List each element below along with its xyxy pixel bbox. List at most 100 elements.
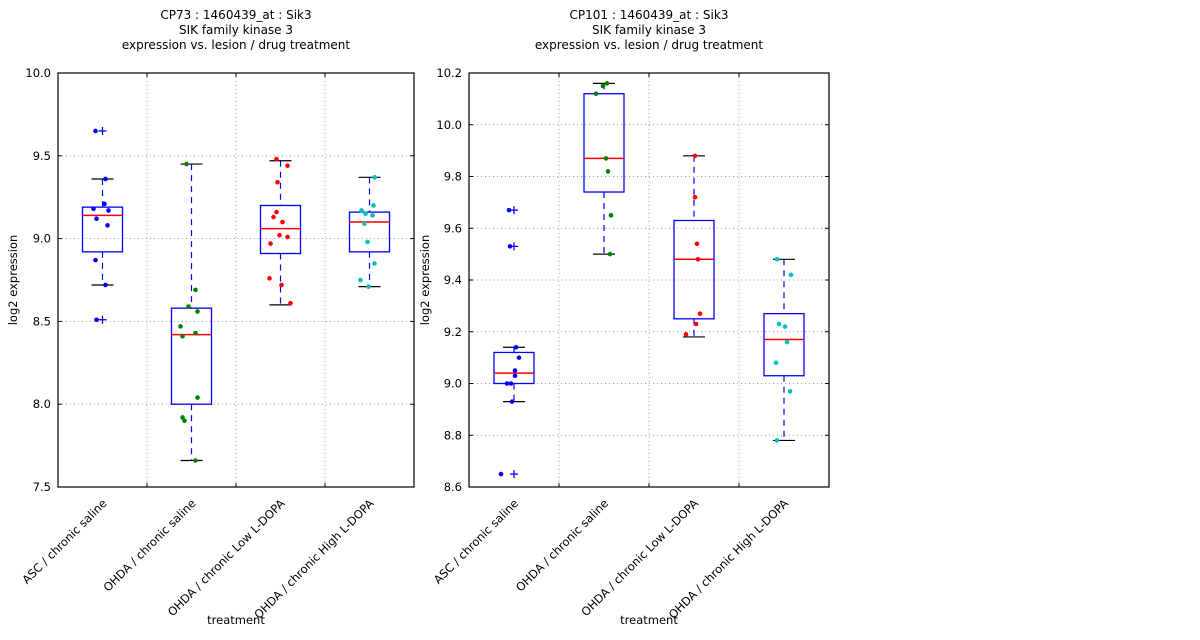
data-point — [370, 213, 375, 218]
data-point — [607, 251, 613, 257]
box — [583, 93, 625, 193]
data-point — [274, 209, 279, 215]
box — [259, 204, 302, 255]
data-point — [359, 208, 364, 213]
data-point — [600, 83, 606, 89]
data-point — [498, 471, 504, 477]
data-point — [784, 339, 790, 345]
y-tick-label: 9.0 — [444, 377, 462, 391]
data-point — [103, 176, 108, 182]
data-point — [106, 208, 111, 213]
y-tick-label: 10.2 — [436, 66, 462, 80]
y-tick-label: 7.5 — [33, 480, 51, 494]
data-point — [506, 207, 512, 213]
plot-border — [57, 72, 415, 488]
data-point — [773, 360, 779, 366]
data-point — [787, 388, 793, 394]
data-point — [693, 321, 699, 327]
data-point — [103, 282, 108, 288]
x-category-label: ASC / chronic saline — [19, 496, 109, 586]
data-point — [279, 282, 284, 288]
data-point — [105, 223, 110, 228]
right-panel-header: CP101 : 1460439_at : Sik3 SIK family kin… — [418, 8, 763, 627]
y-tick-label: 8.5 — [33, 314, 51, 328]
y-tick-label: 9.5 — [33, 149, 51, 163]
data-point — [195, 309, 200, 314]
data-point — [507, 244, 513, 249]
y-tick-label: 10.0 — [436, 118, 462, 132]
data-point — [694, 241, 700, 247]
data-point — [372, 175, 377, 180]
y-tick-label: 9.8 — [444, 170, 462, 184]
x-category-label: ASC / chronic saline — [431, 496, 521, 586]
data-point — [288, 300, 293, 306]
data-point — [93, 128, 98, 134]
data-point — [193, 458, 198, 463]
right-plot-title-line3: expression vs. lesion / drug treatment — [535, 38, 764, 52]
data-point — [94, 216, 99, 222]
data-point — [178, 324, 183, 329]
data-point — [102, 201, 107, 207]
data-point — [93, 257, 98, 263]
data-point — [593, 91, 599, 96]
data-point — [776, 321, 782, 327]
y-tick-label: 8.0 — [33, 397, 51, 411]
box — [348, 211, 391, 253]
data-point — [372, 261, 377, 266]
data-point — [683, 332, 689, 337]
data-point — [509, 399, 515, 404]
data-point — [513, 344, 519, 350]
data-point — [692, 153, 698, 159]
data-point — [782, 324, 788, 329]
data-point — [366, 284, 371, 289]
data-point — [193, 287, 198, 293]
data-point — [195, 395, 200, 400]
data-point — [180, 334, 185, 339]
plot-border — [468, 72, 830, 488]
left-plot-y-axis-label: log2 expression — [6, 235, 20, 326]
data-point — [285, 163, 290, 169]
y-tick-label: 10.0 — [25, 66, 51, 80]
data-point — [271, 214, 276, 220]
y-tick-label: 9.6 — [444, 221, 462, 235]
data-point — [512, 373, 518, 379]
y-tick-label: 8.6 — [444, 480, 462, 494]
data-point — [692, 194, 698, 200]
data-point — [94, 317, 99, 323]
box — [673, 219, 715, 320]
right-plot-title-line2: SIK family kinase 3 — [592, 23, 706, 37]
y-tick-label: 9.0 — [33, 232, 51, 246]
y-tick-label: 9.2 — [444, 325, 462, 339]
data-point — [603, 156, 609, 161]
data-point — [186, 304, 191, 309]
right-plot-x-axis-label: treatment — [620, 613, 678, 627]
left-panel-header: CP73 : 1460439_at : Sik3 SIK family kina… — [6, 8, 350, 627]
y-tick-label: 9.4 — [444, 273, 462, 287]
data-point — [363, 211, 368, 217]
data-point — [504, 381, 510, 386]
x-category-label: OHDA / chronic saline — [513, 496, 611, 594]
box — [763, 312, 805, 377]
left-plot-title-line1: CP73 : 1460439_at : Sik3 — [160, 8, 311, 22]
data-point — [774, 257, 780, 262]
data-point — [605, 169, 611, 174]
data-point — [788, 272, 794, 278]
data-point — [277, 232, 282, 238]
left-plot-title-line2: SIK family kinase 3 — [179, 23, 293, 37]
x-category-label: OHDA / chronic saline — [100, 496, 198, 594]
data-point — [91, 206, 96, 212]
box — [81, 206, 124, 253]
left-plot-area: 7.5 8.0 8.5 9.0 9.5 10.0 ASC / chronic salineO… — [19, 66, 415, 622]
left-plot-x-axis-label: treatment — [207, 613, 265, 627]
data-point — [512, 368, 518, 373]
data-point — [280, 219, 285, 225]
data-point — [193, 330, 198, 336]
left-plot-title-line3: expression vs. lesion / drug treatment — [122, 38, 351, 52]
data-point — [697, 311, 703, 316]
data-point — [774, 438, 780, 443]
right-plot-title-line1: CP101 : 1460439_at : Sik3 — [570, 8, 729, 22]
data-point — [508, 381, 514, 386]
data-point — [371, 203, 376, 208]
y-tick-label: 8.8 — [444, 428, 462, 442]
right-plot-y-axis-label: log2 expression — [418, 235, 432, 326]
